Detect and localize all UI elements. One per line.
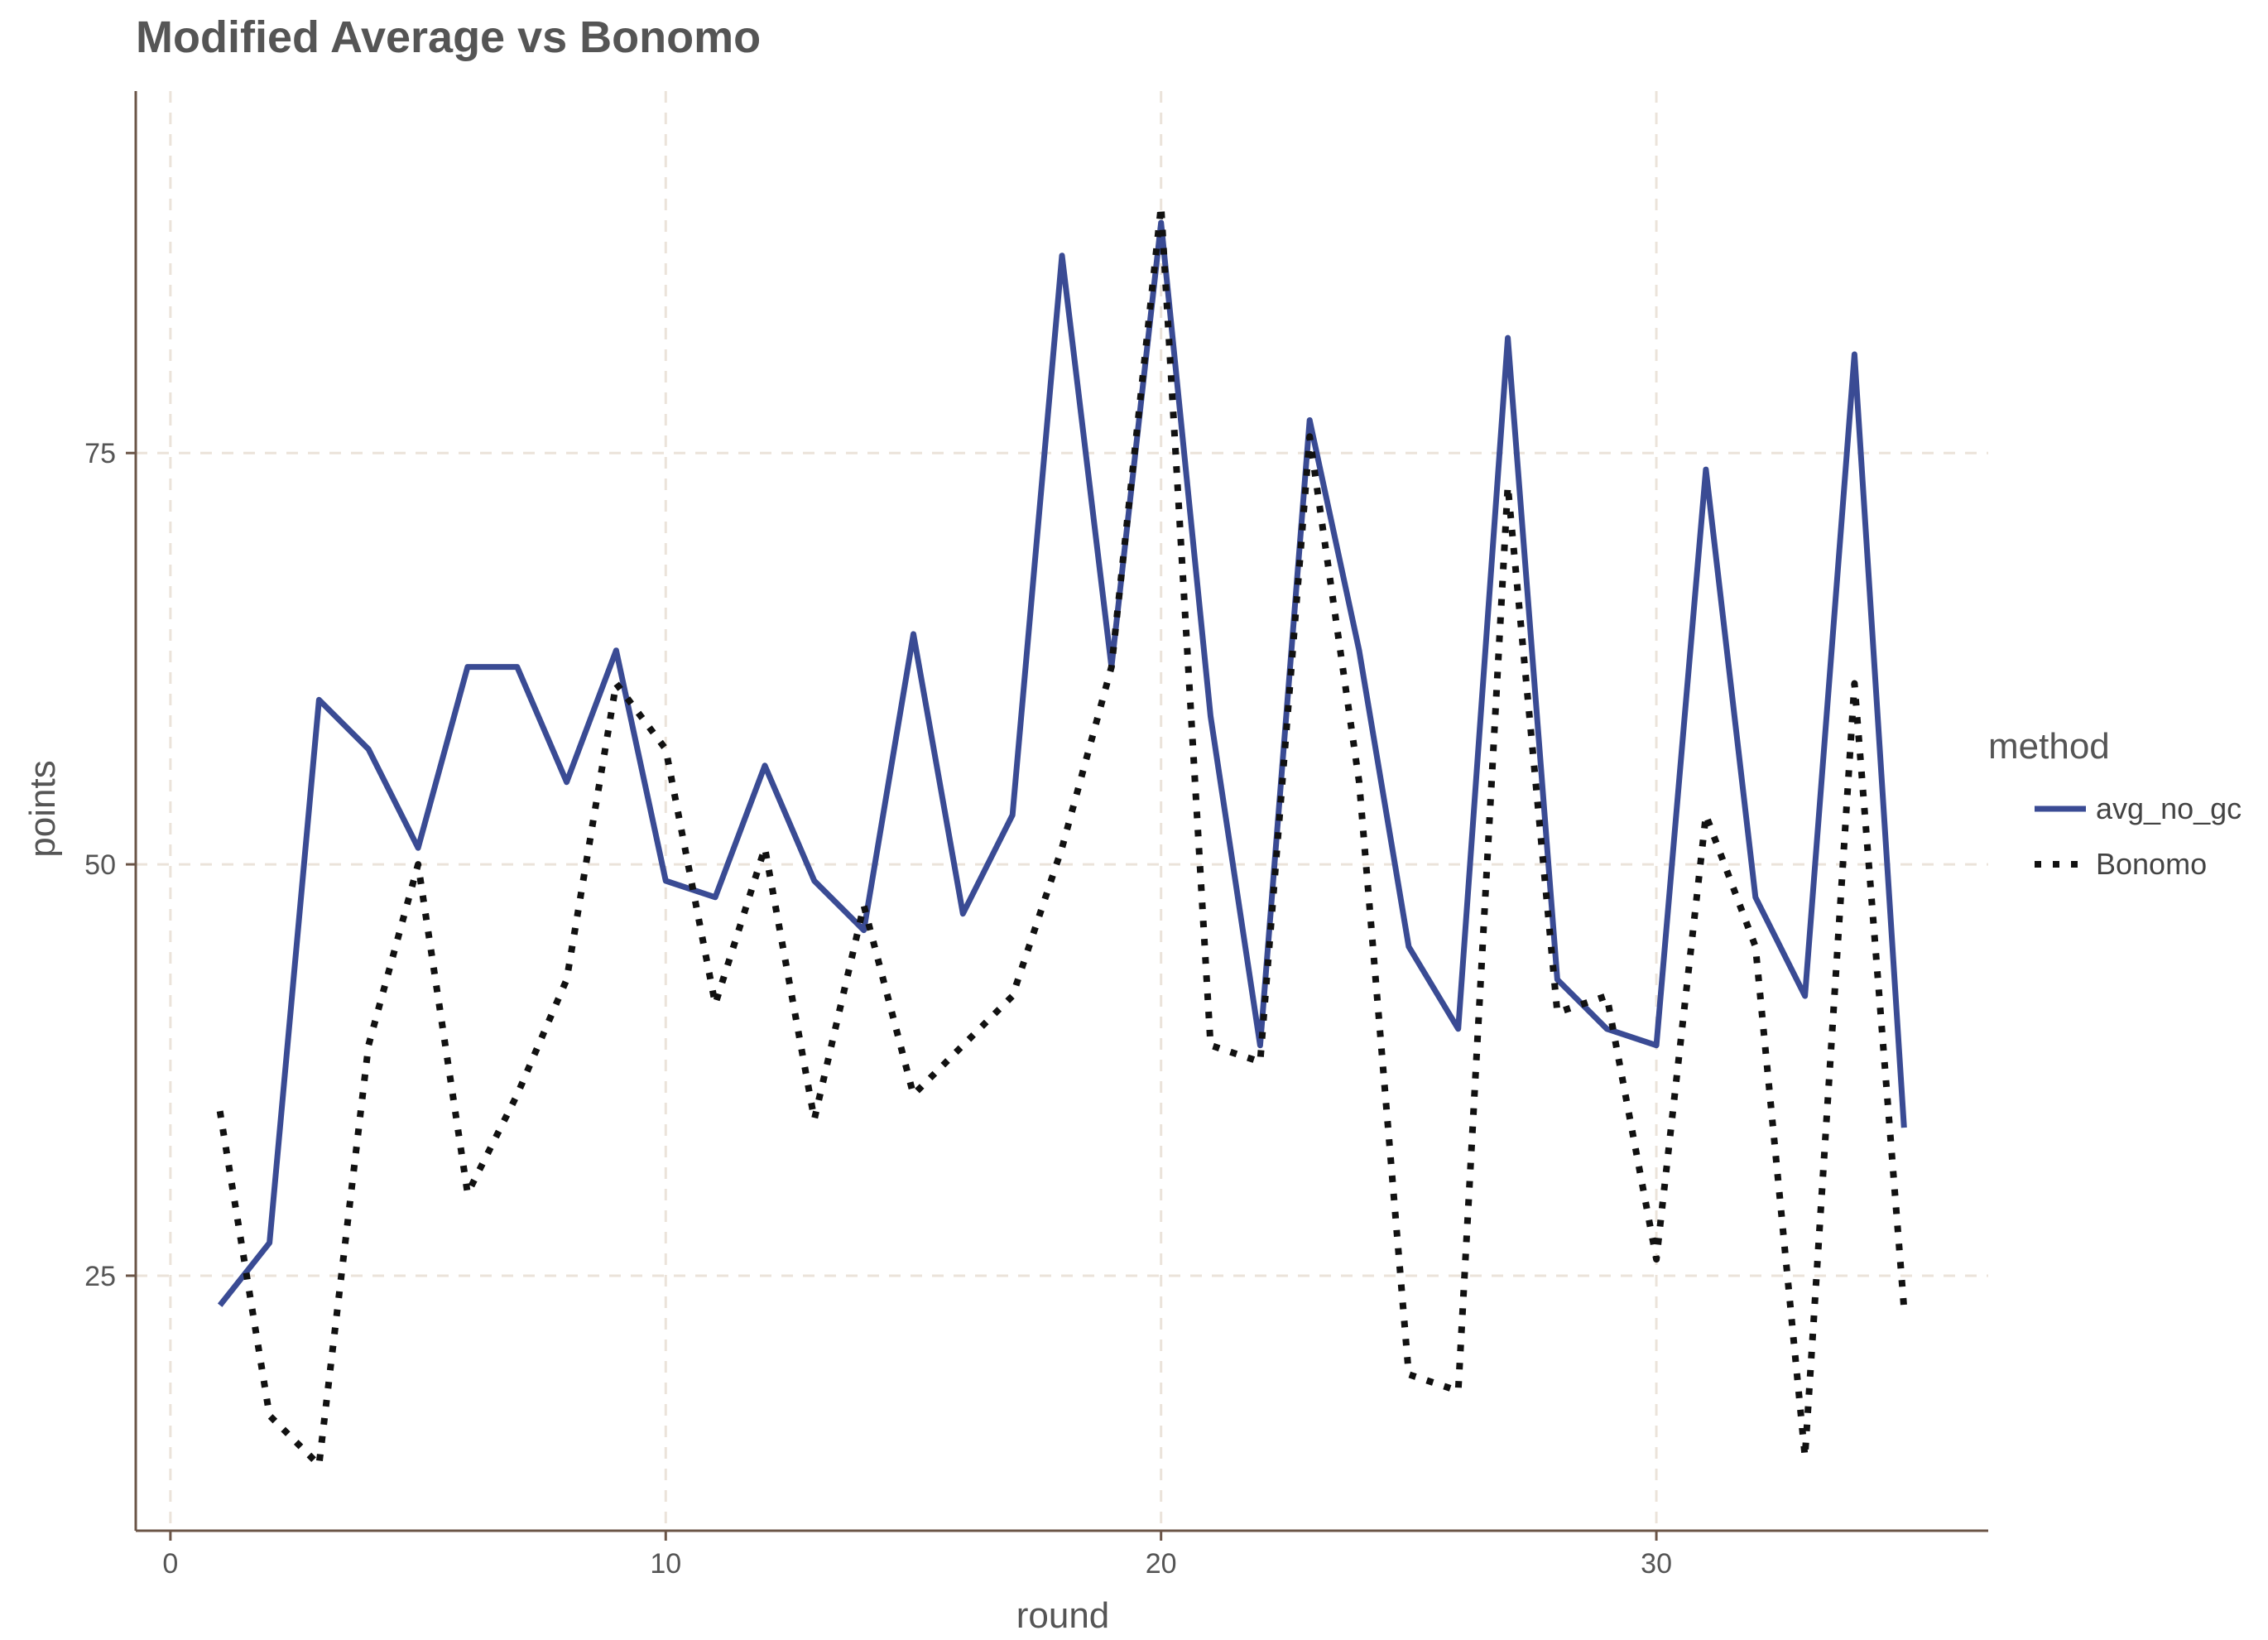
axes <box>126 91 1988 1541</box>
y-tick-label: 50 <box>84 849 116 881</box>
x-tick-label: 20 <box>1146 1548 1177 1580</box>
x-tick-label: 0 <box>162 1548 178 1580</box>
x-tick-label: 10 <box>650 1548 681 1580</box>
legend-label-bonomo: Bonomo <box>2096 847 2207 881</box>
y-tick-label: 25 <box>84 1261 116 1292</box>
y-tick-label: 75 <box>84 438 116 469</box>
legend: method avg_no_gc Bonomo <box>1988 726 2242 881</box>
legend-label-avg-no-gc: avg_no_gc <box>2096 791 2242 825</box>
tick-labels: 0 10 20 30 25 50 75 <box>84 438 1672 1580</box>
legend-title: method <box>1988 726 2110 767</box>
x-tick-label: 30 <box>1641 1548 1672 1580</box>
y-axis-title: points <box>22 760 63 857</box>
grid <box>136 91 1988 1531</box>
chart-title: Modified Average vs Bonomo <box>136 12 761 62</box>
series-line-avg-no-gc <box>217 219 1907 1307</box>
x-axis-title: round <box>1016 1595 1110 1636</box>
plot-area <box>216 203 1908 1469</box>
